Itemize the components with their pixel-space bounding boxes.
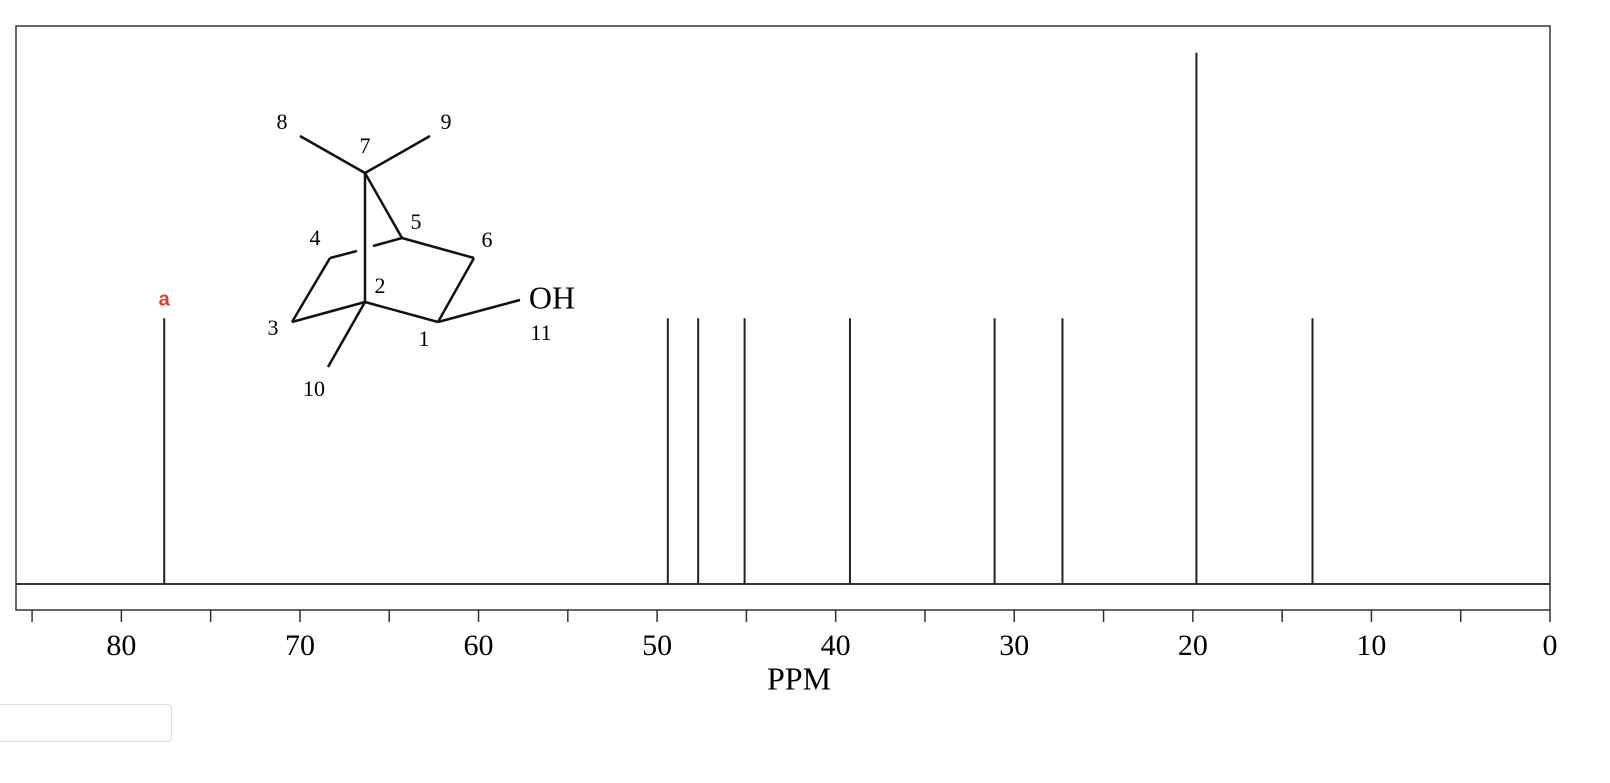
- x-axis-label: PPM: [767, 660, 831, 696]
- atom-number: 9: [441, 109, 452, 134]
- peak-annotation: a: [159, 289, 171, 311]
- x-tick-label: 80: [106, 629, 136, 662]
- x-tick-label: 10: [1356, 629, 1386, 662]
- x-tick-label: 40: [821, 629, 851, 662]
- bond: [364, 300, 439, 324]
- bond: [437, 298, 521, 324]
- atom-number: 8: [277, 109, 288, 134]
- bond: [291, 300, 366, 324]
- atom-number: 10: [303, 376, 325, 401]
- bond: [436, 257, 476, 323]
- atom-number: 1: [419, 326, 430, 351]
- bond: [329, 249, 358, 260]
- x-tick-label: 50: [642, 629, 672, 662]
- bond: [290, 257, 332, 323]
- bond: [299, 134, 366, 175]
- bond: [372, 236, 403, 248]
- bond: [401, 236, 475, 260]
- x-tick-label: 30: [999, 629, 1029, 662]
- atom-number: 3: [268, 315, 279, 340]
- atom-number: 11: [530, 320, 551, 345]
- functional-group: OH: [529, 279, 575, 315]
- text-input[interactable]: [0, 704, 172, 742]
- bond: [363, 172, 404, 239]
- x-tick-label: 0: [1543, 629, 1558, 662]
- atom-number: 5: [411, 209, 422, 234]
- bond: [364, 134, 431, 175]
- x-tick-label: 60: [464, 629, 494, 662]
- structure: [290, 134, 521, 368]
- atom-number: 2: [375, 273, 386, 298]
- x-tick-label: 20: [1178, 629, 1208, 662]
- bond: [326, 301, 367, 368]
- atom-number: 7: [360, 133, 371, 158]
- atom-number: 6: [482, 227, 493, 252]
- x-tick-label: 70: [285, 629, 315, 662]
- atom-number: 4: [310, 225, 321, 250]
- plot-frame: [15, 25, 1551, 611]
